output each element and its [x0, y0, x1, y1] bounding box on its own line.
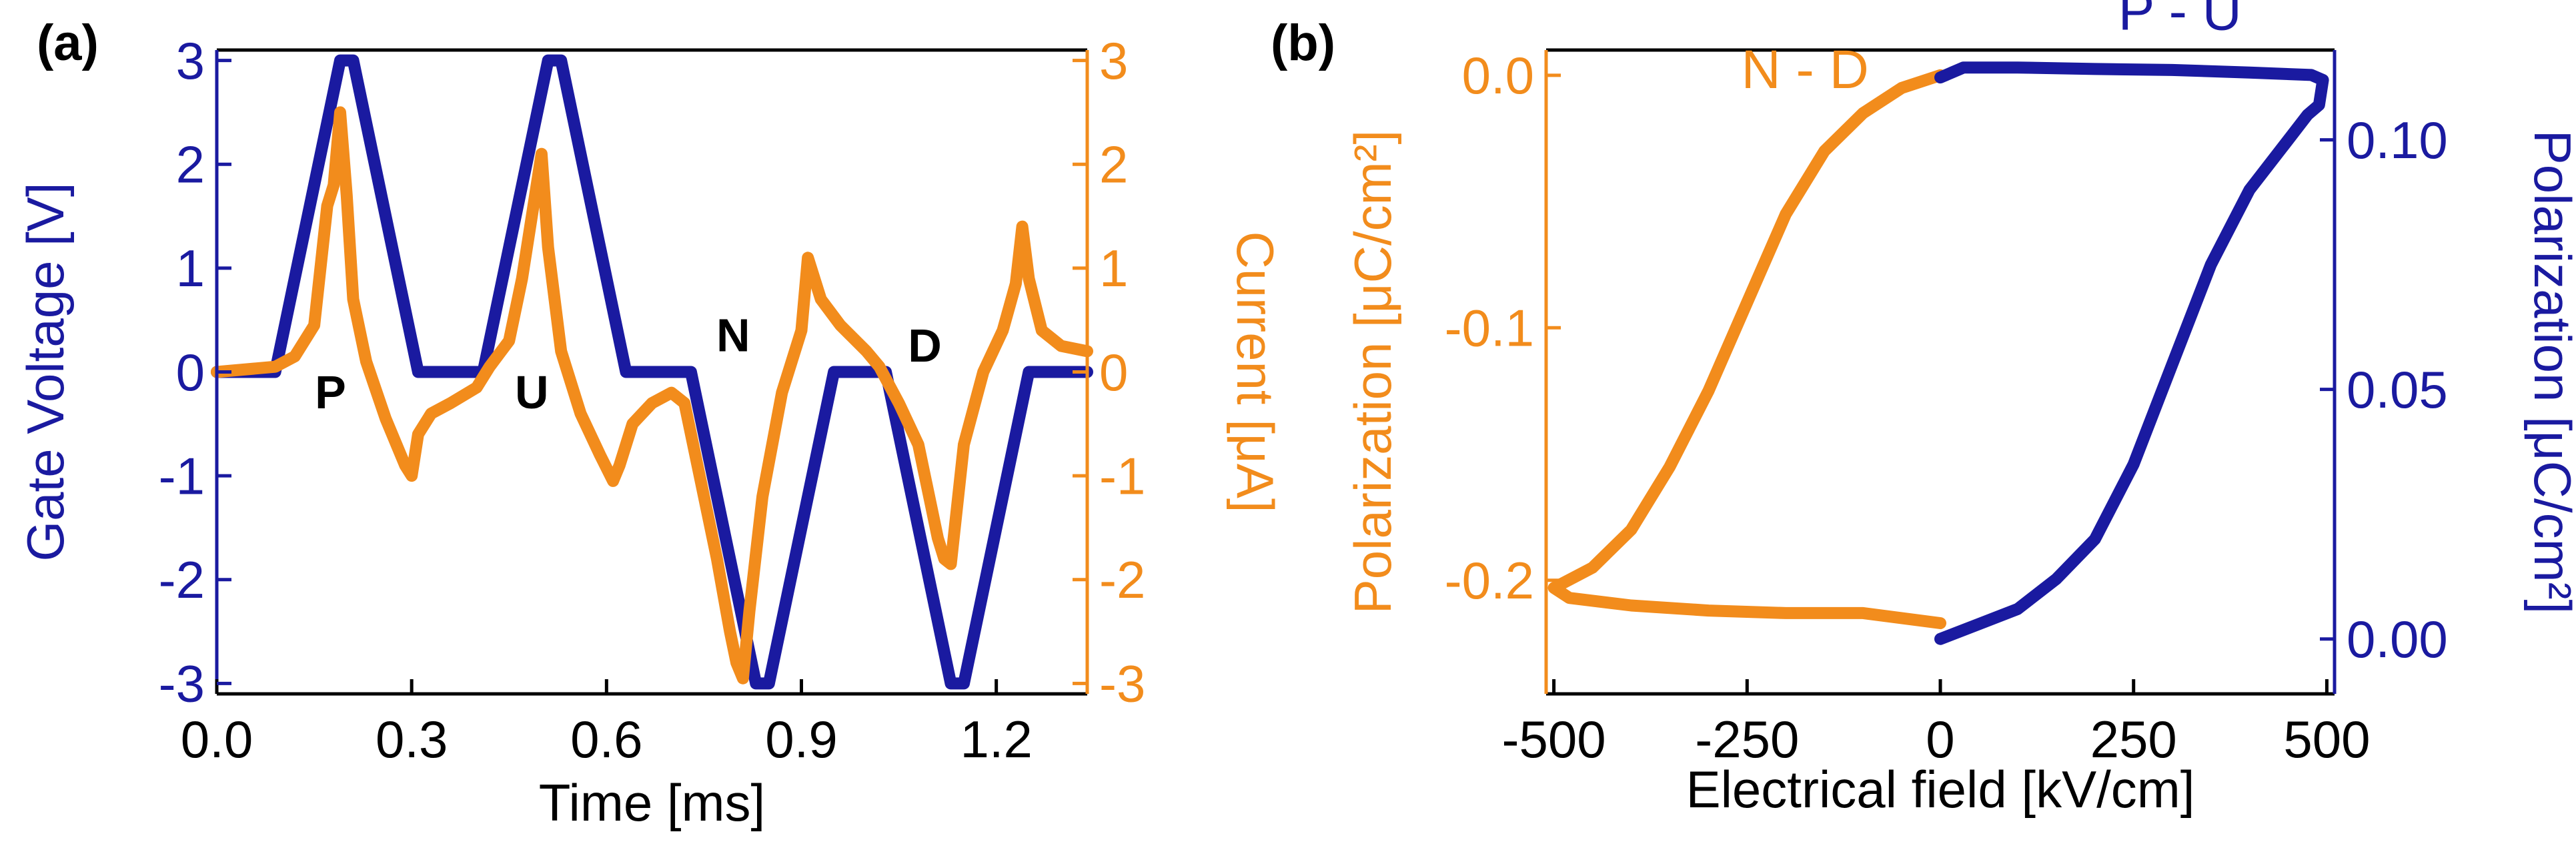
series-line-gate-voltage [211, 54, 1093, 690]
x-tick-label: 250 [2090, 710, 2177, 769]
left-y-tick-label: -0.2 [1445, 551, 1534, 610]
x-axis-title: Time [ms] [539, 773, 765, 832]
left-y-tick-label: 2 [176, 135, 205, 194]
panel-label: (a) [37, 15, 99, 71]
x-tick-label: -500 [1502, 710, 1606, 769]
series-line-p-u [1934, 61, 2329, 645]
annotation-label: P - U [2118, 0, 2242, 42]
right-y-tick-label: 0 [1099, 343, 1128, 402]
annotation-label: U [515, 366, 549, 418]
annotation-label: D [908, 320, 942, 372]
left-y-axis-title: Polarization [μC/cm²] [1343, 130, 1402, 614]
left-y-tick-label: -0.1 [1445, 299, 1534, 358]
x-tick-label: 0.6 [570, 710, 642, 769]
x-tick-label: 1.2 [960, 710, 1032, 769]
right-y-tick-label: 3 [1099, 31, 1128, 90]
x-tick-label: 0.0 [181, 710, 253, 769]
right-y-tick-label: 2 [1099, 135, 1128, 194]
annotation-label: N [716, 309, 750, 361]
left-y-tick-label: -3 [159, 655, 205, 713]
x-tick-label: 0.3 [376, 710, 448, 769]
left-y-tick-label: -2 [159, 550, 205, 609]
right-y-tick-label: -1 [1099, 446, 1145, 505]
panel-a: (a) 0.0 0.3 0.6 0.9 1.2 -3 -2 -1 0 1 2 3 -3 -2 -1 0 1 2 3 Ti… [16, 15, 1285, 832]
x-tick-label: 0 [1926, 710, 1954, 769]
x-tick-label: 500 [2283, 710, 2370, 769]
panel-label: (b) [1271, 15, 1335, 71]
series-line-n-d [1547, 69, 1946, 629]
right-y-axis-title: Polarization [μC/cm²] [2523, 130, 2576, 614]
right-y-tick-label: 0.10 [2347, 111, 2448, 169]
annotation-label: N - D [1742, 39, 1869, 100]
right-y-tick-label: 0.00 [2347, 610, 2448, 669]
left-y-tick-label: 3 [176, 31, 205, 90]
right-y-tick-label: 1 [1099, 239, 1128, 298]
left-y-tick-label: 1 [176, 239, 205, 298]
annotation-label: P [315, 366, 346, 418]
left-y-axis-title: Gate Voltage [V] [16, 182, 75, 561]
x-tick-label: 0.9 [765, 710, 837, 769]
left-y-tick-label: -1 [159, 446, 205, 505]
x-axis-title: Electrical field [kV/cm] [1686, 760, 2195, 819]
right-y-axis-title: Current [μA] [1226, 231, 1285, 512]
left-y-tick-label: 0.0 [1462, 46, 1534, 105]
x-tick-label: -250 [1695, 710, 1799, 769]
right-y-tick-label: -2 [1099, 550, 1145, 609]
left-y-tick-label: 0 [176, 343, 205, 402]
right-y-tick-label: 0.05 [2347, 360, 2448, 419]
right-y-tick-label: -3 [1099, 655, 1145, 713]
panel-b: (b) -500 -250 0 250 500 -0.2 -0.1 0.0 0.00 0.05 0.1… [1271, 0, 2576, 819]
series-line-current [211, 106, 1093, 685]
